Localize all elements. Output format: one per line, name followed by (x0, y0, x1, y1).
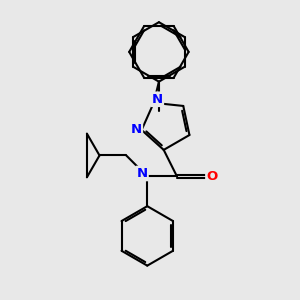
Text: N: N (136, 167, 148, 180)
Text: N: N (131, 124, 142, 136)
Text: N: N (152, 93, 163, 106)
Text: O: O (206, 170, 218, 183)
